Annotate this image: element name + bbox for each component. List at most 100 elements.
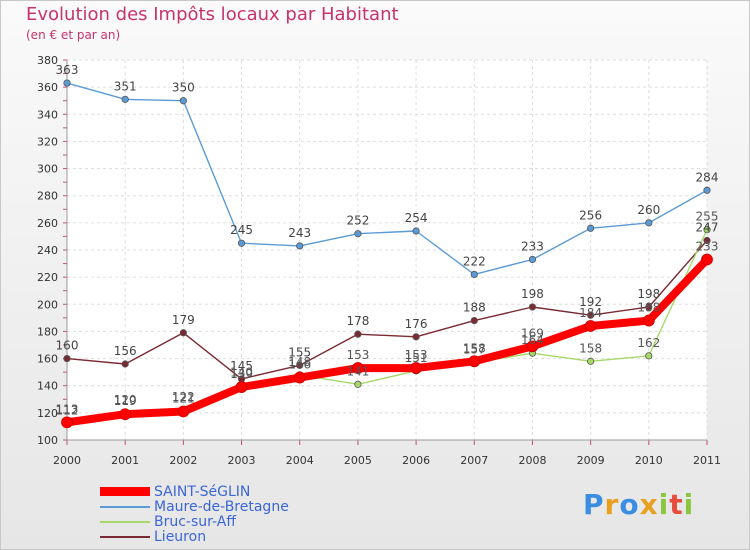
y-tick-label: 380 xyxy=(37,54,58,67)
series xyxy=(61,79,713,429)
data-point xyxy=(703,186,711,194)
y-tick-label: 260 xyxy=(37,217,58,230)
y-tick-label: 300 xyxy=(37,163,58,176)
chart-subtitle: (en € et par an) xyxy=(26,28,121,42)
legend-item: SAINT-SéGLIN xyxy=(100,484,289,500)
data-label: 363 xyxy=(56,63,79,77)
axes: 1001201401601802002202402602803003203403… xyxy=(37,54,721,467)
data-label: 158 xyxy=(463,341,486,355)
x-tick-label: 2000 xyxy=(53,454,81,467)
data-label: 256 xyxy=(579,208,602,222)
data-point xyxy=(354,380,362,388)
data-point xyxy=(410,362,422,374)
data-point xyxy=(468,355,481,368)
x-tick-label: 2006 xyxy=(402,454,430,467)
data-label: 176 xyxy=(405,317,428,331)
data-point xyxy=(470,270,478,279)
data-point xyxy=(645,303,653,311)
series-line xyxy=(66,82,708,276)
data-point xyxy=(412,333,420,341)
legend-swatch xyxy=(100,520,150,523)
data-point xyxy=(528,303,537,311)
data-point xyxy=(701,253,713,266)
data-label: 243 xyxy=(288,226,311,240)
x-tick-label: 2011 xyxy=(693,454,721,467)
data-label: 145 xyxy=(230,359,253,373)
data-label: 245 xyxy=(230,223,253,237)
data-label: 178 xyxy=(346,314,369,328)
data-label: 121 xyxy=(172,392,195,406)
data-point xyxy=(645,219,653,227)
data-label: 140 xyxy=(230,366,253,380)
data-point xyxy=(526,340,539,353)
proxiti-logo: Proxiti xyxy=(583,488,695,521)
data-label: 146 xyxy=(288,358,311,372)
x-tick-label: 2003 xyxy=(228,454,256,467)
data-label: 188 xyxy=(463,301,486,315)
data-point xyxy=(235,381,248,393)
data-label: 156 xyxy=(114,344,137,358)
data-label: 260 xyxy=(637,203,660,217)
data-point xyxy=(528,255,537,264)
data-point xyxy=(703,236,711,245)
data-label: 120 xyxy=(114,393,137,407)
data-label: 153 xyxy=(346,348,369,362)
legend-item: Bruc-sur-Aff xyxy=(100,513,289,530)
data-label: 158 xyxy=(579,341,602,355)
legend-label: Lieuron xyxy=(154,528,207,545)
y-tick-label: 220 xyxy=(37,271,58,284)
data-label: 252 xyxy=(346,214,369,228)
data-point xyxy=(645,352,653,360)
legend-item: Lieuron xyxy=(100,528,289,545)
y-tick-label: 280 xyxy=(37,190,58,203)
data-label: 284 xyxy=(696,170,719,184)
x-tick-label: 2009 xyxy=(577,454,605,467)
data-point xyxy=(63,79,71,87)
data-point xyxy=(703,226,711,234)
data-label: 247 xyxy=(696,221,719,235)
data-label: 148 xyxy=(288,355,311,369)
y-tick-label: 180 xyxy=(37,325,58,338)
data-point xyxy=(352,362,364,374)
data-point xyxy=(121,360,129,368)
y-tick-label: 200 xyxy=(37,298,58,311)
data-point xyxy=(584,320,597,332)
y-tick-label: 160 xyxy=(37,353,58,366)
legend-label: Bruc-sur-Aff xyxy=(154,513,236,530)
grid xyxy=(66,59,708,441)
data-label: 255 xyxy=(696,210,719,224)
data-point xyxy=(296,361,304,369)
data-label: 351 xyxy=(114,79,137,93)
data-label: 169 xyxy=(521,326,544,340)
data-label: 119 xyxy=(114,394,137,408)
data-label: 113 xyxy=(56,402,79,416)
series-line xyxy=(63,255,711,427)
data-point xyxy=(587,224,595,232)
data-point xyxy=(354,230,362,238)
legend-swatch xyxy=(100,505,150,508)
data-point xyxy=(61,416,73,429)
data-point xyxy=(121,95,129,103)
data-label: 164 xyxy=(521,333,544,347)
x-tick-label: 2008 xyxy=(518,454,546,467)
data-point xyxy=(237,239,246,247)
data-point xyxy=(296,242,304,250)
legend: SAINT-SéGLIN Maure-de-Bretagne Bruc-sur-Af… xyxy=(100,484,289,545)
legend-swatch xyxy=(100,535,150,538)
data-point xyxy=(412,227,420,235)
data-label: 160 xyxy=(56,339,79,353)
data-point xyxy=(293,371,306,384)
data-label: 155 xyxy=(288,345,311,359)
y-tick-label: 240 xyxy=(37,244,58,257)
data-point xyxy=(470,316,478,325)
chart-title: Evolution des Impôts locaux par Habitant xyxy=(26,4,399,25)
y-tick-label: 360 xyxy=(37,81,58,94)
data-point xyxy=(177,405,190,418)
series-line xyxy=(66,239,708,380)
data-label: 157 xyxy=(463,343,486,357)
x-tick-label: 2001 xyxy=(111,454,139,467)
data-label: 151 xyxy=(405,351,428,365)
x-tick-label: 2005 xyxy=(344,454,372,467)
x-tick-label: 2007 xyxy=(460,454,488,467)
